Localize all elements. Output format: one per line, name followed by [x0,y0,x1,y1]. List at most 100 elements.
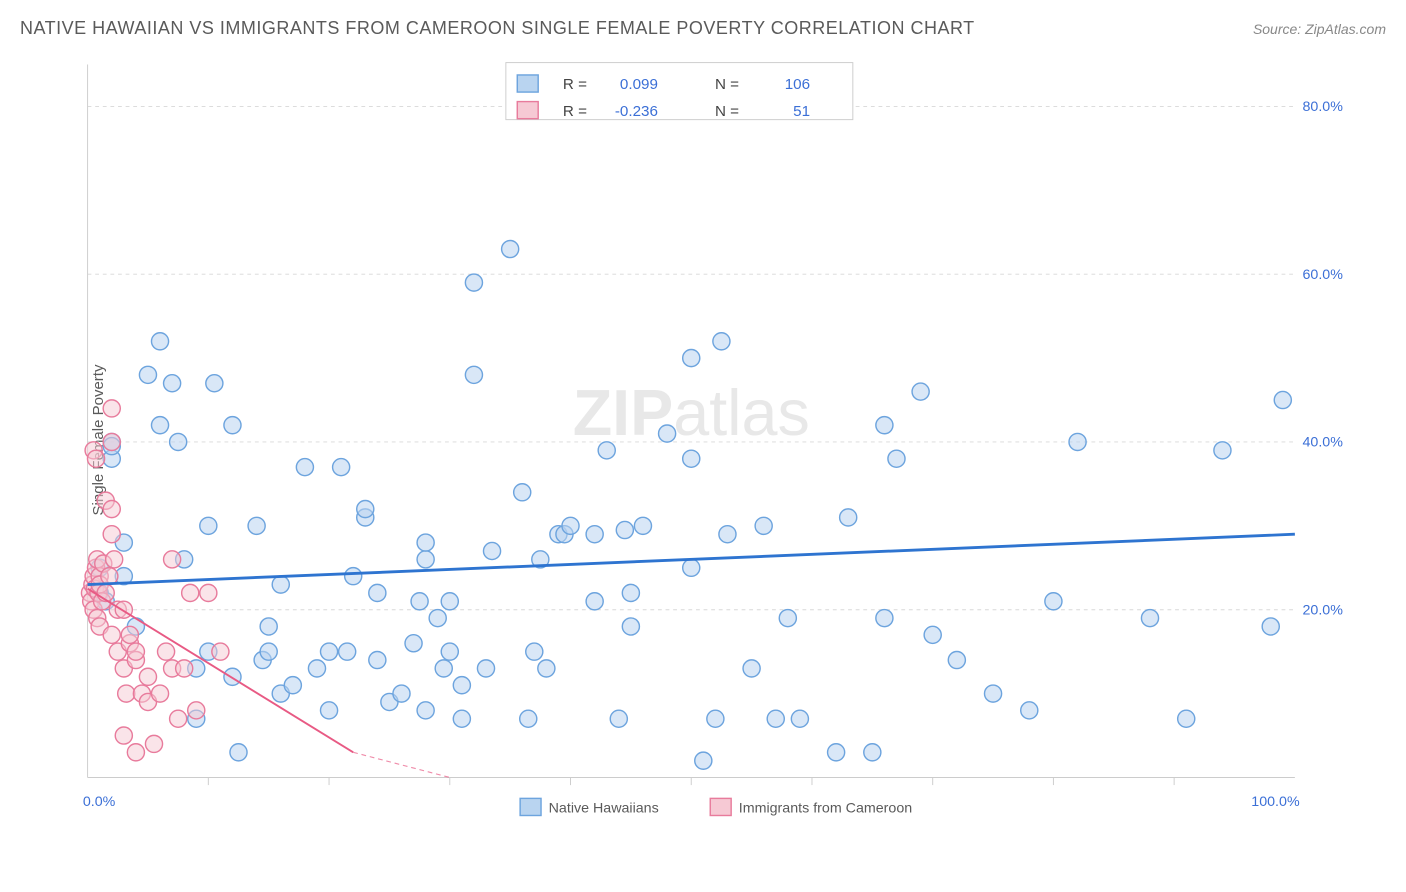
data-point [453,677,470,694]
stats-n-value: 51 [793,103,810,120]
stats-r-value: 0.099 [620,76,658,93]
data-point [200,517,217,534]
data-point [435,660,452,677]
data-point [1178,710,1195,727]
legend-swatch [517,102,538,119]
legend-swatch [710,798,731,815]
data-point [151,417,168,434]
data-point [308,660,325,677]
data-point [429,610,446,627]
chart-source: Source: ZipAtlas.com [1253,21,1386,37]
data-point [103,400,120,417]
data-point [417,551,434,568]
data-point [791,710,808,727]
data-point [1141,610,1158,627]
data-point [224,668,241,685]
data-point [158,643,175,660]
data-point [719,526,736,543]
data-point [118,685,135,702]
data-point [985,685,1002,702]
data-point [1262,618,1279,635]
data-point [1021,702,1038,719]
data-point [1214,442,1231,459]
y-tick-label: 80.0% [1302,99,1343,115]
chart-area: Single Female Poverty 20.0%40.0%60.0%80.… [55,55,1375,825]
data-point [151,333,168,350]
stats-r-value: -0.236 [615,103,658,120]
data-point [103,501,120,518]
data-point [103,526,120,543]
data-point [888,450,905,467]
trend-line-extend [353,752,450,777]
data-point [417,534,434,551]
data-point [139,668,156,685]
data-point [103,433,120,450]
data-point [924,626,941,643]
data-point [586,526,603,543]
data-point [864,744,881,761]
data-point [87,450,104,467]
data-point [127,744,144,761]
data-point [405,635,422,652]
data-point [369,584,386,601]
data-point [779,610,796,627]
y-tick-label: 60.0% [1302,267,1343,283]
data-point [713,333,730,350]
data-point [248,517,265,534]
data-point [345,568,362,585]
y-tick-label: 20.0% [1302,602,1343,618]
data-point [284,677,301,694]
data-point [357,501,374,518]
data-point [1274,391,1291,408]
data-point [145,735,162,752]
data-point [170,433,187,450]
data-point [1069,433,1086,450]
stats-r-label: R = [563,103,587,120]
data-point [598,442,615,459]
legend-label: Native Hawaiians [549,801,659,817]
data-point [224,417,241,434]
legend-swatch [520,798,541,815]
data-point [912,383,929,400]
data-point [743,660,760,677]
data-point [260,643,277,660]
data-point [538,660,555,677]
stats-n-value: 106 [785,76,810,93]
data-point [164,375,181,392]
data-point [164,551,181,568]
data-point [622,584,639,601]
data-point [441,593,458,610]
data-point [683,559,700,576]
data-point [465,366,482,383]
data-point [526,643,543,660]
data-point [296,459,313,476]
data-point [514,484,531,501]
data-point [659,425,676,442]
data-point [272,576,289,593]
data-point [441,643,458,660]
data-point [622,618,639,635]
data-point [465,274,482,291]
data-point [755,517,772,534]
data-point [115,727,132,744]
data-point [616,521,633,538]
data-point [127,643,144,660]
watermark: ZIPatlas [573,376,810,449]
data-point [876,417,893,434]
data-point [188,702,205,719]
data-point [369,651,386,668]
data-point [182,584,199,601]
data-point [393,685,410,702]
data-point [948,651,965,668]
data-point [106,551,123,568]
stats-n-label: N = [715,103,739,120]
data-point [767,710,784,727]
data-point [339,643,356,660]
legend-swatch [517,75,538,92]
data-point [212,643,229,660]
data-point [320,702,337,719]
data-point [206,375,223,392]
data-point [176,660,193,677]
data-point [151,685,168,702]
x-tick-label: 0.0% [83,794,116,810]
